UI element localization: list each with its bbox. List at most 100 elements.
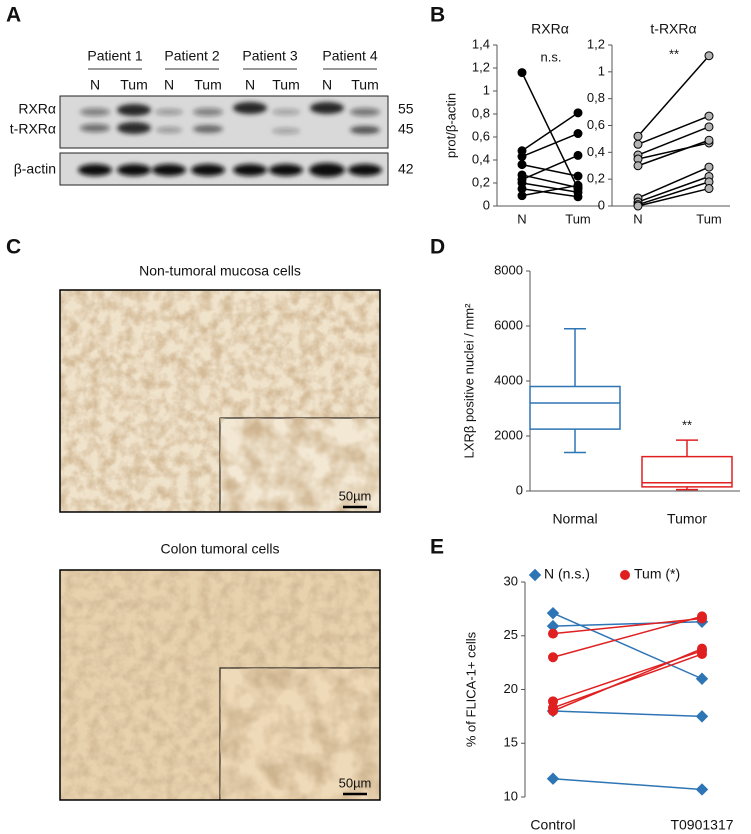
patient-label: Patient 3 [242,48,297,64]
y-axis-label: % of FLICA-1+ cells [463,631,478,747]
lane-label: N [90,77,100,93]
box [641,455,733,488]
chart-title: RXRα [531,21,569,37]
blot: RXRα t-RXRα β-actin 55 45 42 [10,95,414,186]
panel-label: E [430,536,444,559]
band [191,164,225,176]
point [704,122,714,132]
point [573,171,583,181]
x-tick-label: Tum [565,211,591,226]
x-tick-label: N [517,211,526,226]
point [517,68,527,78]
band [117,164,151,176]
band-label: β-actin [14,161,56,177]
pair-line [637,142,710,160]
legend-label: Tum (*) [634,566,680,582]
point [695,710,709,723]
lane-label: N [164,77,174,93]
point [633,201,643,211]
chart-title: t-RXRα [650,21,696,37]
y-tick-label: 0,6 [587,117,605,132]
band [269,164,303,176]
y-tick-label: 1,4 [472,36,490,51]
point [548,652,558,663]
y-tick-label: 0 [598,197,605,212]
legend-label: N (n.s.) [544,566,590,582]
inset-texture [220,418,380,512]
band [80,108,110,116]
pair-line [637,175,710,203]
y-tick-label: 4000 [494,372,523,387]
x-tick-label: Normal [552,511,597,527]
y-tick-label: 0,2 [587,171,605,186]
annotation: ** [669,46,679,61]
point [573,108,583,118]
point [517,191,527,201]
point [704,51,714,61]
pair-line [552,612,703,680]
patient-label: Patient 2 [164,48,219,64]
band [348,164,382,176]
image-title: Colon tumoral cells [160,541,279,557]
inset-texture [220,668,380,800]
lane-label: Tum [194,77,221,93]
point [704,184,714,194]
point [695,672,709,685]
pair-line [521,154,579,181]
panel-label: D [430,236,445,259]
x-tick-label: Control [530,817,575,833]
band [117,122,151,134]
point [548,628,558,639]
scale-label: 50µm [339,775,372,790]
y-tick-label: 0,4 [587,144,605,159]
y-tick-label: 0,8 [587,90,605,105]
lane-label: Tum [272,77,299,93]
band [80,124,110,132]
point [633,139,643,149]
point [704,135,714,145]
annotation: ** [682,418,692,433]
band [350,108,380,116]
y-tick-label: 0,8 [472,105,490,120]
band-label: t-RXRα [10,121,56,137]
pair-line [637,187,710,207]
pair-line [521,184,579,197]
x-tick-label: Tum [696,211,722,226]
y-tick-label: 15 [504,735,518,750]
point [704,162,714,172]
point [633,161,643,171]
patient-headers: Patient 1 Patient 2 Patient 3 Patient 4 … [87,48,378,93]
band [193,108,223,116]
lane-label: Tum [351,77,378,93]
band-label: RXRα [18,101,56,117]
y-tick-label: 8000 [494,262,523,277]
point [546,772,560,785]
pair-line [637,166,710,199]
pair-line [521,163,579,177]
pair-line [552,647,703,712]
band [310,102,344,114]
lane-label: Tum [120,77,147,93]
box [529,385,621,430]
pair-line [521,132,579,158]
point [633,131,643,141]
point [548,706,558,716]
panel-label: A [6,4,21,27]
scale-label: 50µm [339,488,372,503]
blot-bands [80,102,380,134]
panel-label: B [430,4,445,27]
point [573,129,583,139]
y-tick-label: 1 [483,82,490,97]
image-title: Non-tumoral mucosa cells [139,263,301,279]
band [272,109,300,115]
pair-line [637,115,710,145]
y-tick-label: 1 [598,63,605,78]
y-tick-label: 0,6 [472,128,490,143]
y-tick-label: 30 [504,573,518,588]
patient-label: Patient 4 [322,48,377,64]
y-tick-label: 0 [516,482,523,497]
point [517,160,527,170]
pair-line [552,653,703,709]
y-tick-label: 6000 [494,317,523,332]
